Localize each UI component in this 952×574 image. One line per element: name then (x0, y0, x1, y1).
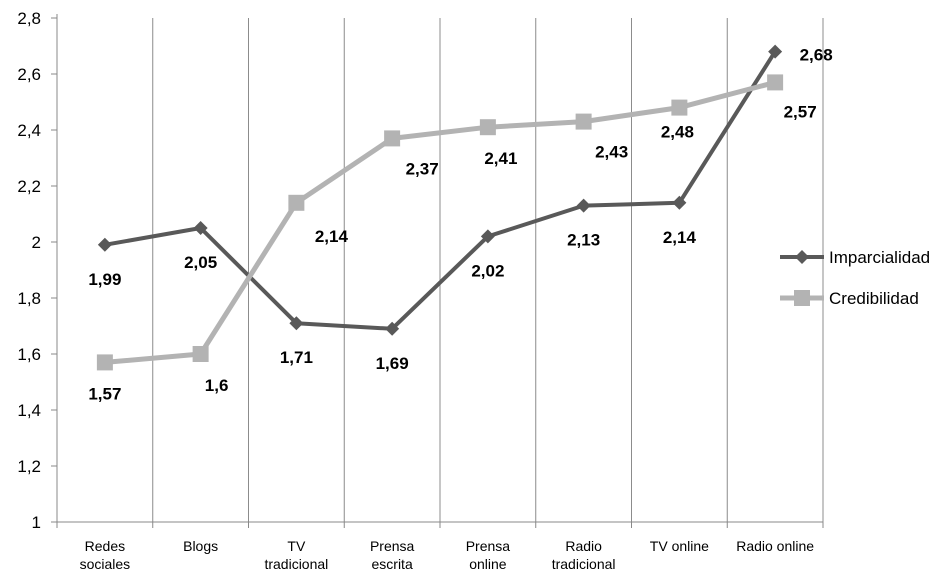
data-label-credibilidad: 2,48 (661, 123, 694, 142)
data-point-imparcialidad (672, 195, 687, 210)
data-label-imparcialidad: 2,68 (800, 46, 833, 65)
series-layer (96, 44, 784, 371)
y-tick-label: 1,8 (17, 289, 41, 308)
data-label-imparcialidad: 2,14 (663, 228, 697, 247)
data-point-credibilidad (479, 119, 496, 136)
data-point-credibilidad (767, 74, 784, 91)
x-tick-label: Prensa online (466, 538, 511, 572)
y-tick-label: 2 (32, 233, 41, 252)
x-tick-label: Prensa escrita (370, 538, 415, 572)
legend-marker-credibilidad (794, 290, 810, 306)
x-tick-label-line: TV online (650, 538, 709, 554)
y-tick-label: 1,6 (17, 345, 41, 364)
data-point-imparcialidad (97, 237, 112, 252)
data-label-imparcialidad: 1,71 (280, 348, 313, 367)
x-tick-label: TV tradicional (264, 538, 328, 572)
data-point-credibilidad (96, 354, 113, 371)
data-point-credibilidad (671, 99, 688, 116)
x-tick-label-line: Redes (85, 538, 125, 554)
y-tick-label: 1,2 (17, 457, 41, 476)
legend: Imparcialidad Credibilidad (780, 248, 930, 308)
axes (51, 14, 823, 528)
series-line-imparcialidad (104, 50, 777, 331)
data-point-credibilidad (288, 194, 305, 211)
x-tick-label: Radio tradicional (552, 538, 616, 572)
data-point-imparcialidad (576, 198, 591, 213)
y-tick-label: 1,4 (17, 401, 41, 420)
data-labels: 1,99 2,05 1,71 1,69 2,02 2,13 2,14 2,68 1,57 1,6 2… (88, 46, 832, 404)
legend-label-imparcialidad: Imparcialidad (829, 248, 930, 267)
data-label-credibilidad: 2,43 (595, 143, 628, 162)
x-tick-label: Blogs (183, 538, 218, 554)
y-tick-label: 2,8 (17, 9, 41, 28)
data-point-imparcialidad (768, 44, 783, 59)
data-label-credibilidad: 2,37 (406, 159, 439, 178)
x-tick-label-line: online (469, 556, 507, 572)
y-tick-label: 2,2 (17, 177, 41, 196)
y-tick-label: 2,6 (17, 65, 41, 84)
data-point-credibilidad (384, 130, 401, 147)
data-label-imparcialidad: 1,99 (88, 270, 121, 289)
x-tick-label-line: escrita (372, 556, 413, 572)
x-tick-label: Radio online (736, 538, 814, 554)
data-point-imparcialidad (289, 316, 304, 331)
x-tick-label-line: tradicional (264, 556, 328, 572)
x-tick-label-line: sociales (80, 556, 131, 572)
x-axis-ticks: Redes sociales Blogs TV tradicional Prensa esc… (56, 522, 824, 572)
x-tick-label-line: Prensa (466, 538, 511, 554)
data-label-imparcialidad: 2,13 (567, 231, 600, 250)
legend-label-credibilidad: Credibilidad (829, 289, 919, 308)
data-point-credibilidad (575, 113, 592, 130)
y-tick-label: 1 (32, 513, 41, 532)
data-label-imparcialidad: 1,69 (376, 354, 409, 373)
data-label-credibilidad: 1,6 (205, 376, 229, 395)
legend-marker-imparcialidad (795, 250, 809, 264)
y-axis-ticks: 1 1,2 1,4 1,6 1,8 2 2,2 2,4 2,6 2,8 (17, 9, 57, 532)
data-point-imparcialidad (480, 229, 495, 244)
x-tick-label-line: Blogs (183, 538, 218, 554)
x-tick-label: TV online (650, 538, 709, 554)
data-label-credibilidad: 1,57 (88, 384, 121, 403)
series-line-credibilidad (104, 79, 776, 365)
data-label-credibilidad: 2,14 (315, 227, 349, 246)
data-label-imparcialidad: 2,02 (471, 261, 504, 280)
x-tick-label-line: Prensa (370, 538, 415, 554)
data-point-imparcialidad (193, 221, 208, 235)
x-tick-label-line: Radio online (736, 538, 814, 554)
data-label-imparcialidad: 2,05 (184, 253, 217, 272)
x-tick-label-line: Radio (565, 538, 602, 554)
grid-lines (152, 18, 824, 522)
x-tick-label-line: TV (287, 538, 306, 554)
data-point-imparcialidad (385, 321, 400, 336)
data-point-credibilidad (192, 346, 209, 362)
data-label-credibilidad: 2,57 (784, 102, 817, 121)
x-tick-label-line: tradicional (552, 556, 616, 572)
x-tick-label: Redes sociales (80, 538, 131, 572)
y-tick-label: 2,4 (17, 121, 41, 140)
data-label-credibilidad: 2,41 (484, 149, 517, 168)
